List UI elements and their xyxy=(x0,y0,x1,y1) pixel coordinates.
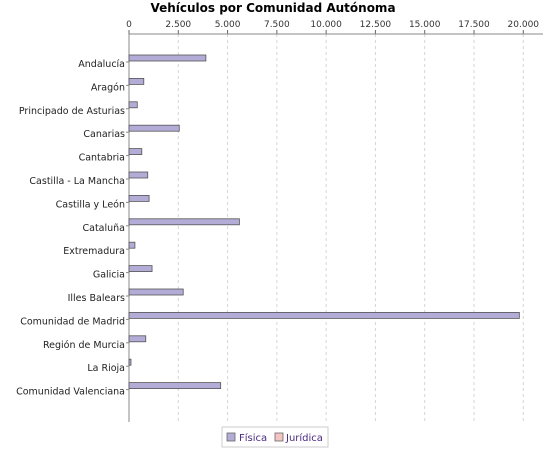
legend-label: Física xyxy=(239,432,267,444)
x-tick-label: 2.500 xyxy=(165,20,191,30)
bar-fisica xyxy=(128,335,147,343)
category-label: Extremadura xyxy=(63,246,125,257)
category-label: Illes Balears xyxy=(68,293,125,304)
category-label: Andalucía xyxy=(78,59,125,70)
category-label: Aragón xyxy=(91,82,125,93)
category-label: Castilla - La Mancha xyxy=(29,176,125,187)
bar-fisica xyxy=(128,218,240,226)
chart-title: Vehículos por Comunidad Autónoma xyxy=(150,1,395,15)
axes: 0 2.500 5.000 7.500 10.000 12.500 15.000 17.500… xyxy=(16,20,543,422)
bar-fisica xyxy=(128,358,132,366)
category-label: Castilla y León xyxy=(56,199,125,210)
bar-fisica xyxy=(128,265,153,273)
bar-fisica xyxy=(128,171,149,179)
category-label: Región de Murcia xyxy=(43,340,125,351)
grid-lines xyxy=(177,34,524,422)
bar-fisica xyxy=(128,288,184,296)
category-label: La Rioja xyxy=(87,363,125,374)
x-tick-label: 5.000 xyxy=(215,20,241,30)
bar-fisica xyxy=(128,148,143,156)
category-label: Galicia xyxy=(93,270,125,281)
legend-label: Jurídica xyxy=(285,432,323,444)
legend-swatch xyxy=(274,432,284,442)
x-tick-label: 0 xyxy=(126,20,132,30)
x-tick-label: 7.500 xyxy=(264,20,290,30)
bar-fisica xyxy=(128,101,138,109)
category-label: Cantabria xyxy=(79,153,125,164)
category-label: Canarias xyxy=(83,129,125,140)
category-label: Comunidad Valenciana xyxy=(16,387,125,398)
bar-fisica xyxy=(128,78,145,85)
bars xyxy=(128,54,520,390)
bar-fisica xyxy=(128,382,222,390)
x-tick-label: 15.000 xyxy=(409,20,441,30)
bar-fisica xyxy=(128,311,520,319)
x-tick-label: 12.500 xyxy=(360,20,392,30)
category-label: Principado de Asturias xyxy=(19,106,125,117)
bar-fisica xyxy=(128,54,207,62)
legend: Física Jurídica xyxy=(221,426,329,448)
bar-fisica xyxy=(128,241,136,249)
bar-fisica xyxy=(128,194,150,202)
category-label: Cataluña xyxy=(82,223,125,234)
x-tick-label: 20.000 xyxy=(508,20,540,30)
bar-fisica xyxy=(128,124,180,132)
legend-swatch xyxy=(226,432,236,442)
category-label: Comunidad de Madrid xyxy=(20,316,125,327)
x-tick-label: 17.500 xyxy=(458,20,490,30)
x-tick-label: 10.000 xyxy=(310,20,342,30)
